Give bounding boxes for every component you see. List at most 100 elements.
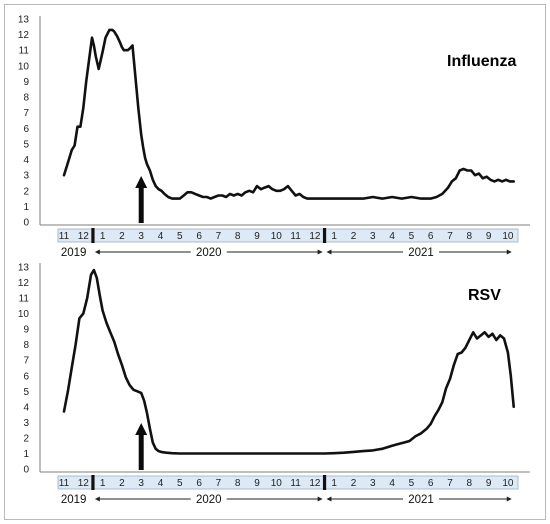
influenza-month-tick-label: 3 [370,231,376,242]
rsv-month-tick-label: 9 [486,478,492,489]
influenza-month-tick-label: 9 [254,231,260,242]
rsv-month-tick-label: 11 [59,478,70,489]
rsv-month-tick-label: 3 [370,478,376,489]
rsv-year-range-arrowhead [94,496,100,502]
rsv-month-tick-label: 6 [196,478,202,489]
influenza-month-tick-label: 12 [309,231,321,242]
rsv-month-tick-label: 10 [271,478,283,489]
influenza-series-line [62,28,515,200]
influenza-month-tick-label: 6 [196,231,202,242]
rsv-y-tick-label: 13 [18,263,30,274]
rsv-month-tick-label: 2 [119,478,125,489]
influenza-y-tick-label: 13 [18,15,30,26]
influenza-year-range-arrowhead [94,249,100,255]
influenza-chart-title: Influenza [447,53,516,70]
rsv-month-tick-label: 5 [177,478,183,489]
influenza-y-tick-label: 6 [23,124,29,135]
influenza-y-tick-label: 4 [23,155,29,166]
rsv-month-tick-label: 8 [467,478,473,489]
rsv-year-range-arrowhead [506,496,512,502]
influenza-month-tick-label: 3 [138,231,144,242]
rsv-month-tick-label: 12 [309,478,321,489]
rsv-y-tick-label: 3 [23,418,29,429]
rsv-y-tick-label: 11 [19,294,30,305]
influenza-month-tick-label: 7 [216,231,222,242]
rsv-month-tick-label: 9 [254,478,260,489]
rsv-year-range-arrowhead [317,496,323,502]
rsv-month-tick-label: 5 [409,478,415,489]
influenza-y-tick-label: 12 [18,30,30,41]
influenza-y-tick-label: 3 [23,171,29,182]
influenza-month-tick-label: 7 [447,231,453,242]
rsv-arrow-head [135,423,148,435]
rsv-year-label: 2021 [408,494,434,506]
influenza-month-tick-label: 11 [59,231,70,242]
rsv-month-band [57,475,519,490]
influenza-y-tick-label: 5 [23,139,29,150]
influenza-arrow-head [135,176,148,188]
rsv-month-tick-label: 6 [428,478,434,489]
influenza-month-tick-label: 6 [428,231,434,242]
influenza-year-axis: 2019 2020 2021 [61,247,512,259]
influenza-month-band [57,228,519,243]
rsv-y-tick-label: 12 [18,278,30,289]
rsv-month-tick-label: 4 [389,478,395,489]
rsv-arrow-marker [135,423,148,470]
influenza-month-tick-label: 5 [409,231,415,242]
rsv-y-tick-label: 9 [23,325,29,336]
rsv-month-tick-label: 12 [78,478,90,489]
rsv-month-tick-label: 2 [351,478,357,489]
influenza-y-tick-label: 1 [23,202,29,213]
rsv-y-tick-label: 1 [23,449,29,460]
influenza-y-tick-label: 0 [23,218,29,229]
rsv-year-axis: 2019 2020 2021 [61,494,512,506]
influenza-y-tick-label: 11 [19,46,30,57]
influenza-month-tick-label: 8 [235,231,241,242]
rsv-year-label: 2020 [196,494,222,506]
figure-frame [4,4,546,520]
influenza-month-tick-label: 10 [502,231,514,242]
influenza-year-range-arrowhead [326,249,332,255]
rsv-y-tick-label: 10 [18,309,30,320]
influenza-month-tick-label: 1 [331,231,337,242]
influenza-y-tick-label: 2 [23,186,29,197]
rsv-month-tick-label: 11 [290,478,301,489]
influenza-year-range-arrowhead [317,249,323,255]
influenza-arrow-marker [135,176,148,223]
rsv-y-tick-label: 2 [23,433,29,444]
influenza-y-tick-label: 9 [23,77,29,88]
influenza-year-range-arrowhead [506,249,512,255]
influenza-year-label: 2021 [408,247,434,259]
rsv-month-tick-label: 7 [447,478,453,489]
rsv-month-tick-label: 8 [235,478,241,489]
influenza-y-tick-label: 10 [18,61,30,72]
rsv-month-tick-label: 4 [158,478,164,489]
rsv-y-tick-label: 4 [23,402,29,413]
influenza-month-ticks: 11 12 1 2 3 4 5 6 7 8 9 10 11 12 1 2 3 4 5 6 7 8 9 10 [59,228,514,243]
rsv-y-tick-label: 8 [23,340,29,351]
influenza-month-tick-label: 5 [177,231,183,242]
rsv-month-tick-label: 1 [100,478,106,489]
influenza-month-tick-label: 9 [486,231,492,242]
influenza-year-label: 2020 [196,247,222,259]
rsv-month-tick-label: 3 [138,478,144,489]
rsv-series-line [62,268,515,455]
influenza-month-tick-label: 1 [100,231,106,242]
rsv-y-tick-label: 7 [23,356,29,367]
rsv-month-tick-label: 1 [331,478,337,489]
rsv-chart-title: RSV [468,287,501,304]
influenza-month-tick-label: 12 [78,231,90,242]
rsv-month-ticks: 11 12 1 2 3 4 5 6 7 8 9 10 11 12 1 2 3 4 5 6 7 8 9 10 [59,475,514,490]
rsv-year-range-arrowhead [326,496,332,502]
rsv-y-tick-label: 5 [23,387,29,398]
rsv-month-tick-label: 7 [216,478,222,489]
influenza-y-tick-label: 8 [23,93,29,104]
influenza-year-label: 2019 [61,247,87,259]
influenza-month-tick-label: 8 [467,231,473,242]
influenza-month-tick-label: 10 [271,231,283,242]
influenza-y-tick-label: 7 [23,108,29,119]
